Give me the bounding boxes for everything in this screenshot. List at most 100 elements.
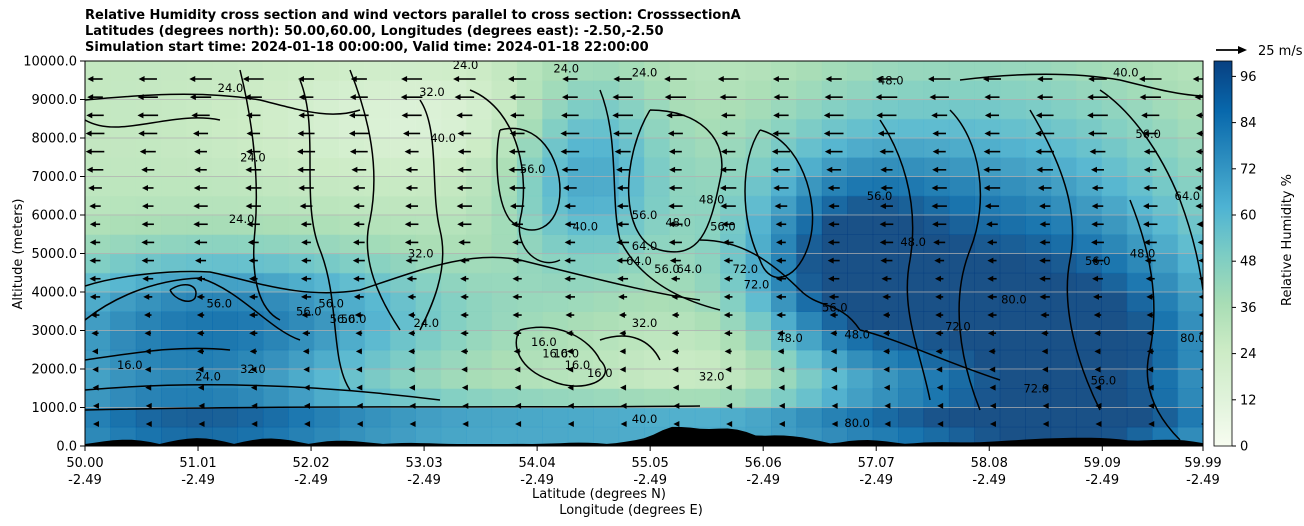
field-cell [161,253,188,274]
wind-vector-head [826,166,833,173]
wind-vector-head [141,239,148,246]
wind-vector-head [668,184,675,191]
contour-label: 72.0 [1023,381,1049,395]
wind-vector-head [616,166,623,173]
field-cell [720,330,747,351]
wind-vector-head [298,112,305,119]
contour-label: 32.0 [408,247,434,261]
wind-vector-head [248,312,255,319]
field-cell [516,311,543,332]
wind-vector-head [669,257,676,264]
field-cell [466,195,493,216]
field-cell [415,234,442,255]
field-cell [1126,253,1153,274]
wind-vector-head [931,112,938,119]
wind-vector-head [776,312,783,319]
contour-label: 72.0 [732,262,758,276]
wind-vector-head [85,130,92,137]
colorbar-tick-label: 24 [1240,347,1257,362]
wind-vector-head [1035,148,1042,155]
wind-vector-head [983,184,990,191]
field-cell [1075,234,1102,255]
wind-vector-head [356,421,363,427]
field-cell [567,388,594,409]
wind-vector-head [1192,76,1199,82]
wind-vector-head [89,275,96,282]
wind-vector-head [404,239,411,246]
field-cell [440,138,467,158]
wind-vector-head [405,203,412,210]
field-cell [745,388,772,409]
field-cell [847,292,874,312]
x-tick-label-latitude: 59.09 [1084,456,1121,471]
wind-vector-head [618,293,625,300]
field-cell [720,407,747,428]
contour-label: 40.0 [430,131,456,145]
wind-vector-head [244,94,251,101]
field-cell [593,215,620,235]
field-cell [288,138,315,158]
field-cell [262,272,289,293]
field-cell [135,292,162,312]
field-cell [237,369,264,389]
wind-vector-head [194,166,201,173]
field-cell [542,195,569,216]
wind-vector-head [723,312,730,319]
field-cell [440,426,467,446]
field-cell [85,234,112,255]
field-cell [872,388,899,409]
contour-label: 32.0 [699,370,725,384]
wind-vector-head [189,94,196,101]
field-cell [313,176,340,197]
field-cell [415,99,442,120]
wind-vector-head [1093,312,1100,319]
wind-vector-head [1143,221,1150,228]
contour-line [469,89,561,264]
field-cell [593,234,620,255]
field-cell [1126,407,1153,428]
field-cell [1152,388,1179,409]
field-cell [1177,388,1203,409]
field-cell [694,388,721,409]
wind-vector-head [509,130,516,137]
field-cell [212,138,239,158]
wind-vector-head [564,239,571,246]
contour-line [496,127,561,231]
wind-vector-head [1041,348,1048,355]
wind-vector-head [772,76,779,82]
field-cell [389,369,416,389]
field-cell [796,407,823,428]
wind-vector-head [616,221,623,228]
field-cell [313,253,340,274]
field-cell [999,118,1026,139]
field-cell [466,80,493,101]
field-cell [593,176,620,197]
field-cell [771,407,798,428]
field-cell [745,253,772,274]
field-cell [1177,292,1203,312]
field-cell [872,80,899,101]
wind-vector-head [348,112,355,119]
field-cell [364,138,391,158]
wind-vector-head [776,239,783,246]
y-tick-label: 0.0 [56,440,77,455]
wind-vector-head [884,402,891,409]
field-cell [1126,138,1153,158]
field-cell [1152,215,1179,235]
field-cell [186,388,213,409]
field-cell [313,80,340,101]
wind-vector-head [409,384,416,391]
field-cell [186,99,213,120]
wind-vector-head [773,94,780,101]
field-cell [516,61,543,81]
wind-vector-head [300,221,307,228]
wind-vector-head [246,221,253,228]
wind-vector-head [145,402,152,409]
wind-vector-head [671,293,678,300]
field-cell [339,407,366,428]
wind-vector-head [934,275,941,282]
field-cell [745,195,772,216]
contour-label: 64.0 [677,262,703,276]
field-cell [237,349,264,370]
field-cell [85,157,112,178]
